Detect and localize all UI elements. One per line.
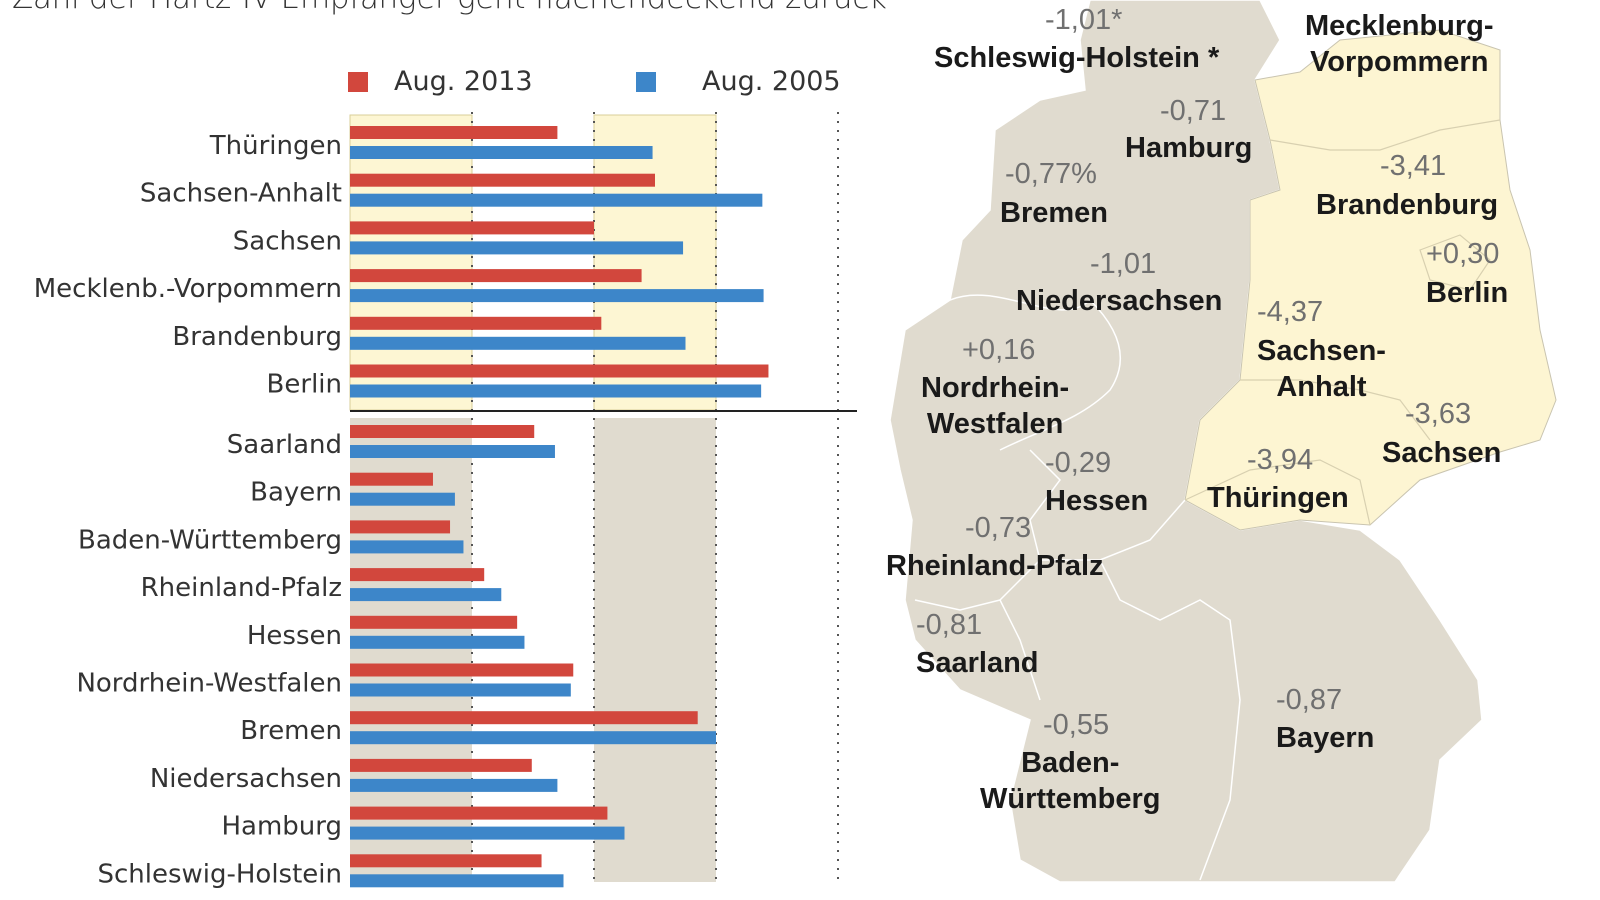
bar-2013 [350,663,574,677]
bar-2005 [350,492,455,506]
state-change-value: -3,94 [1247,444,1314,476]
bar-2013 [350,126,558,139]
bar-2005 [350,445,555,458]
bar-2005 [350,635,525,649]
bar-2013 [350,520,451,534]
state-name-label: Brandenburg [1316,189,1499,221]
bar-2013 [350,364,769,378]
category-label: Mecklenb.-Vorpommern [34,274,342,304]
bar-2013 [350,472,433,486]
bar-2013 [350,758,532,772]
bar-2005 [350,289,764,303]
state-change-value: -0,81 [916,609,983,641]
state-name-label: Mecklenburg- Vorpommern [1305,10,1494,78]
category-label: Nordrhein-Westfalen [76,669,342,699]
category-label: Schleswig-Holstein [97,859,342,889]
shaded-band-0-1 [593,114,717,411]
state-name-label: Nordrhein- Westfalen [921,372,1070,440]
bar-2013 [350,269,642,283]
chart-title: Zahl der Hartz-IV-Empfänger geht flächen… [12,0,887,16]
legend-item-2005: Aug. 2005 [636,66,841,97]
shaded-band-1-1 [594,418,716,882]
state-change-value: -0,29 [1045,447,1112,479]
state-change-value: -1,01* [1045,4,1123,36]
state-change-value: -3,41 [1380,150,1447,182]
state-name-label: Saarland [916,647,1039,679]
bar-2005 [350,241,684,255]
bar-2005 [350,683,571,697]
state-change-value: -0,87 [1276,684,1343,716]
state-name-label: Berlin [1426,277,1509,309]
state-change-value: -3,63 [1405,398,1472,430]
state-name-label: Bremen [1000,197,1108,229]
state-change-value: -0,73 [965,512,1032,544]
category-label: Bayern [250,478,342,508]
category-label: Sachsen [233,226,342,256]
state-change-value: -1,01 [1090,248,1157,280]
state-change-value: +0,30 [1426,238,1500,270]
category-label: Hamburg [221,812,342,842]
category-label: Thüringen [209,131,342,161]
state-name-label: Hessen [1045,485,1149,517]
bar-2013 [350,173,655,187]
bar-2005 [350,146,653,159]
bar-2013 [350,568,485,582]
category-label: Niedersachsen [150,764,342,794]
category-label: Sachsen-Anhalt [140,179,342,209]
east-state-borders [1184,119,1501,526]
bar-2013 [350,711,698,725]
category-label: Bremen [240,716,342,746]
bar-2005 [350,193,763,207]
bar-2005 [350,874,564,888]
bar-2013 [350,316,602,330]
state-name-label: Rheinland-Pfalz [886,550,1104,582]
legend-swatch-2005 [636,71,656,92]
state-name-label: Baden- Württemberg [980,747,1161,815]
state-name-label: Sachsen- Anhalt [1257,335,1386,403]
state-name-label: Hamburg [1125,132,1253,164]
bar-2005 [350,336,686,350]
bar-2005 [350,826,625,840]
bar-2005 [350,731,716,745]
state-name-label: Thüringen [1207,482,1349,514]
category-label: Brandenburg [172,322,342,352]
map-east-states [1184,29,1557,531]
bar-chart: Thüringen Sachsen-Anhalt Sachsen Mecklenb.-… [34,112,857,889]
legend-swatch-2013 [348,71,368,92]
bar-2013 [350,615,518,629]
state-change-value: -0,77% [1005,158,1097,190]
bar-2013 [350,221,594,235]
bar-2013 [350,806,608,820]
state-name-label: Bayern [1276,722,1375,754]
bar-2013 [350,425,535,438]
legend-item-2013: Aug. 2013 [348,66,533,97]
bar-2013 [350,854,542,868]
bar-2005 [350,778,558,792]
state-name-label: Sachsen [1382,437,1502,469]
state-name-label: Schleswig-Holstein * [934,42,1220,74]
legend-label-2013: Aug. 2013 [394,66,533,97]
state-name-label: Niedersachsen [1016,285,1223,317]
bar-2005 [350,384,762,398]
legend-label-2005: Aug. 2005 [702,66,841,97]
bar-2005 [350,540,464,554]
category-label: Saarland [227,430,342,460]
category-label: Berlin [267,370,342,400]
bar-2005 [350,588,502,602]
category-label: Baden-Württemberg [78,525,342,555]
category-label: Hessen [247,621,342,651]
state-change-value: -0,71 [1160,95,1227,127]
state-change-value: -0,55 [1043,709,1110,741]
state-borders [914,294,1241,881]
state-change-value: +0,16 [962,334,1036,366]
state-change-value: -4,37 [1257,296,1324,328]
category-label: Rheinland-Pfalz [141,573,342,603]
